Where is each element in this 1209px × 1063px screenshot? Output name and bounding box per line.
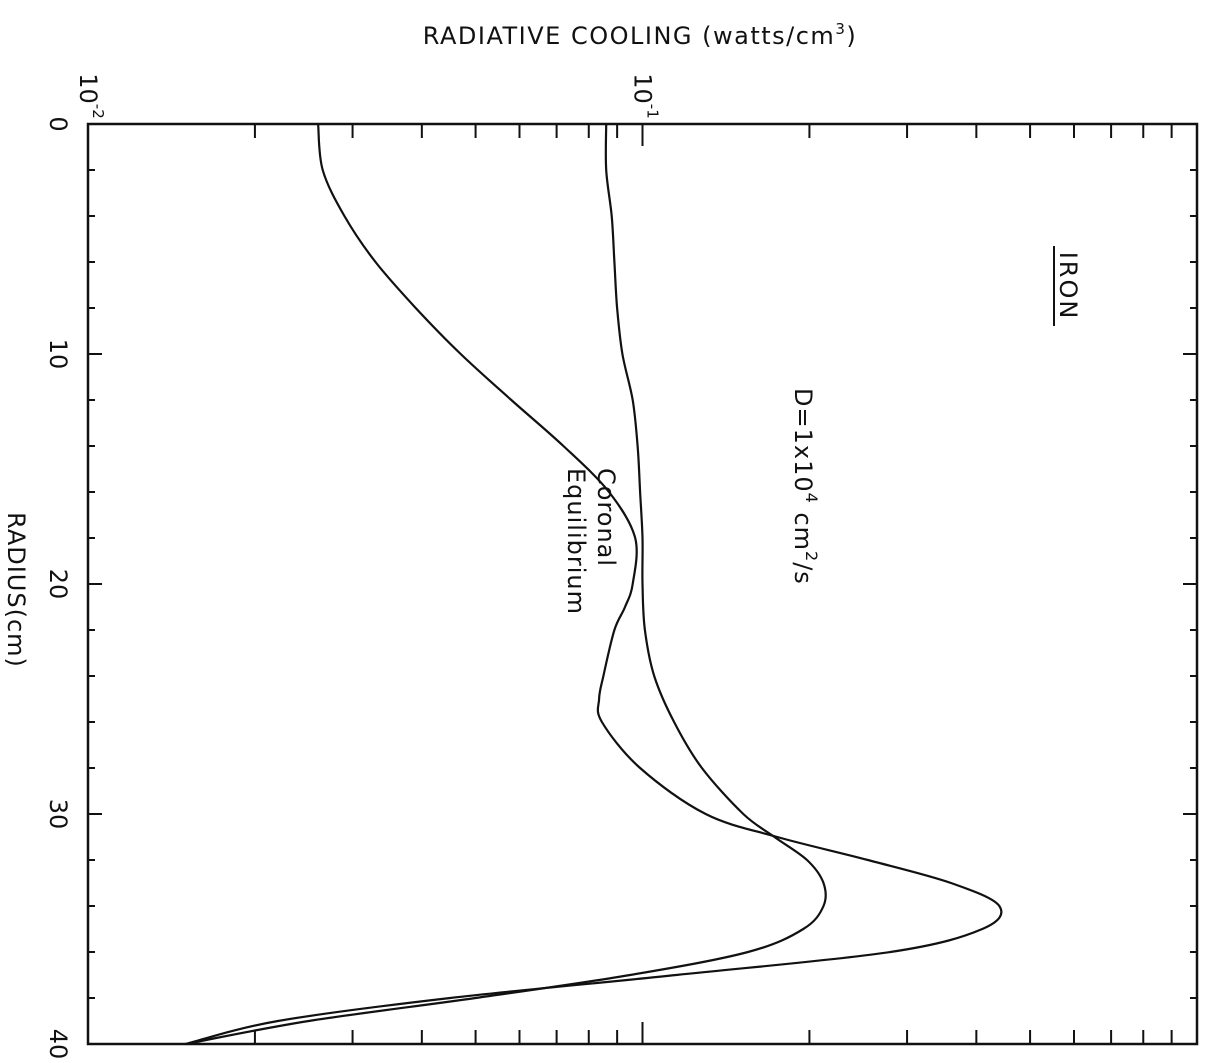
x-tick-label: 20 xyxy=(44,569,72,600)
y-tick-label: 10-2 xyxy=(74,73,107,119)
x-tick-label: 30 xyxy=(44,799,72,830)
series-line-coronal-equilibrium xyxy=(185,123,1003,1046)
series-line-diffusion xyxy=(185,123,827,1046)
x-tick-label: 10 xyxy=(44,339,72,370)
y-tick-label: 10-1 xyxy=(629,73,662,119)
series-label-diffusion: D=1x104 cm2/s xyxy=(789,388,821,585)
chart-title: IRON xyxy=(1054,252,1082,321)
y-axis-title: RADIATIVE COOLING (watts/cm3) xyxy=(423,20,857,50)
x-tick-label: 0 xyxy=(44,116,72,131)
series-lines xyxy=(185,123,1003,1046)
x-axis-title: RADIUS(cm) xyxy=(2,512,30,668)
x-tick-label: 40 xyxy=(44,1029,72,1060)
series-label-coronal-equilibrium: CoronalEquilibrium xyxy=(562,468,620,615)
